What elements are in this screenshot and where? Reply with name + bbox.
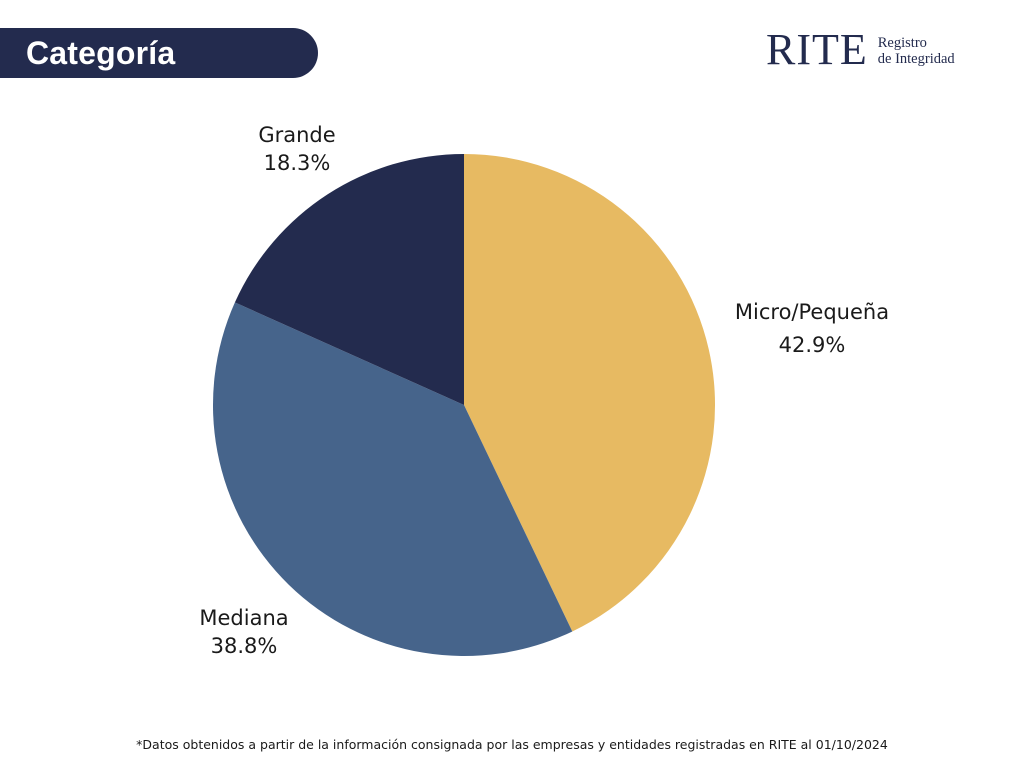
slice-label-grande: Grande [258,123,335,147]
pie-slice-mediana [212,302,573,657]
pie-slice-grande [234,154,464,405]
slice-label-mediana: Mediana [199,606,288,630]
logo-subtitle-line2: de Integridad [877,51,955,67]
rite-logo: RITE Registro de Integridad [766,26,996,74]
title-banner: Categoría [0,28,318,78]
slice-label-micro-peque-a: Micro/Pequeña [735,300,889,324]
logo-wordmark: RITE [766,25,868,74]
slice-value-mediana: 38.8% [211,634,278,658]
slice-value-grande: 18.3% [264,151,331,175]
pie-slice-micro-peque-a [464,154,716,632]
logo-subtitle: Registro de Integridad [878,33,955,67]
footnote: *Datos obtenidos a partir de la informac… [136,737,888,752]
slice-value-micro-peque-a: 42.9% [779,333,846,357]
page-title: Categoría [26,34,176,71]
logo-subtitle-line1: Registro [877,35,927,51]
